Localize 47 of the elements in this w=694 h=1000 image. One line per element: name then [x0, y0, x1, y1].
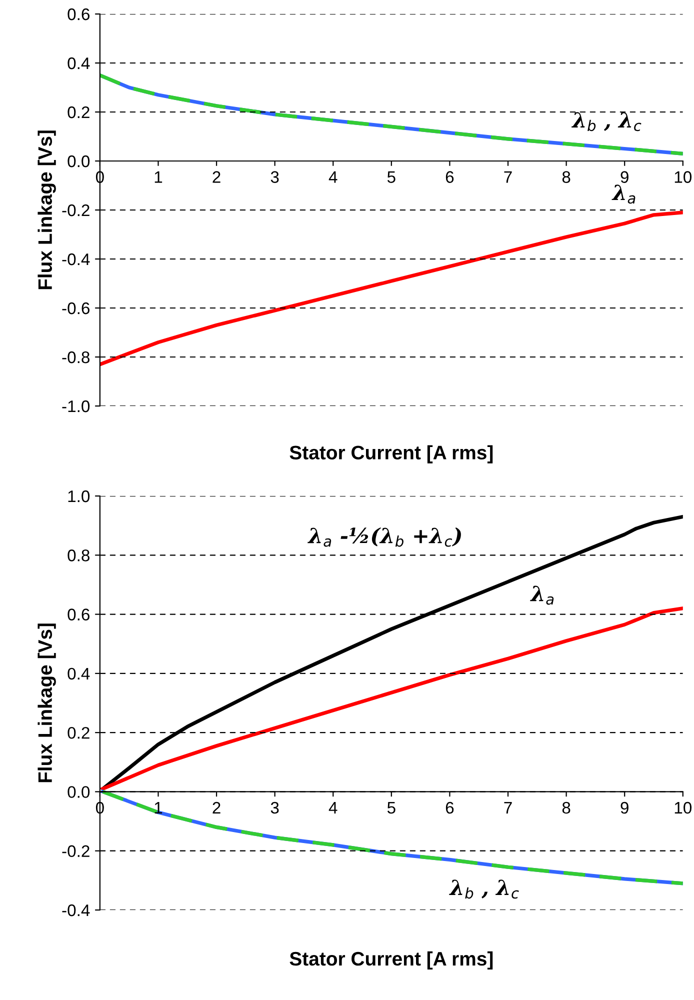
y-tick-label: 0.4: [68, 57, 90, 70]
x-tick-label: 8: [562, 802, 570, 814]
y-axis-title: Flux Linkage [Vs]: [38, 624, 56, 782]
x-tick-label: 9: [620, 171, 628, 183]
y-axis-title: Flux Linkage [Vs]: [38, 130, 56, 290]
annotation: λ$_{b}$ , λ$_{c}$: [449, 880, 519, 899]
annotation: λ$_{a}$: [612, 184, 636, 204]
y-tick-label: 0.2: [68, 726, 90, 739]
annotation: λ$_{a}$ -½(λ$_{b}$ +λ$_{c}$): [308, 527, 461, 547]
y-tick-label: -0.4: [62, 904, 90, 916]
x-tick-label: 3: [270, 802, 279, 814]
annotation: λ$_{a}$: [530, 586, 554, 605]
x-tick-label: 6: [446, 802, 454, 814]
y-tick-label: -0.4: [62, 253, 90, 266]
x-axis-title: Stator Current [A rms]: [290, 445, 493, 464]
y-tick-label: 0.6: [68, 608, 90, 620]
annotation: λ$_{b}$ , λ$_{c}$: [571, 112, 642, 132]
y-tick-label: 0.2: [68, 106, 90, 118]
x-tick-label: 4: [328, 802, 338, 814]
x-tick-label: 5: [387, 171, 396, 183]
y-tick-label: 0.0: [68, 786, 90, 798]
y-tick-label: -0.8: [62, 351, 90, 364]
y-tick-label: -0.2: [62, 204, 90, 216]
x-tick-label: 2: [212, 802, 220, 814]
y-tick-label: 1.0: [68, 490, 90, 502]
y-tick-label: 0.8: [68, 550, 90, 562]
x-tick-label: 8: [562, 171, 570, 183]
x-tick-label: 5: [387, 802, 396, 814]
x-tick-label: 2: [212, 171, 220, 183]
y-tick-label: -0.2: [62, 845, 90, 858]
y-tick-label: 0.0: [68, 155, 90, 168]
x-tick-label: 7: [504, 802, 512, 814]
x-tick-label: 7: [504, 171, 512, 183]
x-tick-label: 6: [446, 171, 454, 183]
x-tick-label: 9: [620, 802, 628, 814]
y-tick-label: -1.0: [62, 400, 90, 412]
x-tick-label: 3: [270, 171, 279, 183]
line-series: [100, 73, 683, 156]
y-tick-label: 0.6: [68, 8, 90, 20]
y-tick-label: 0.4: [68, 668, 90, 680]
x-tick-label: 10: [674, 171, 692, 183]
x-tick-label: 10: [674, 802, 692, 814]
x-axis-title: Stator Current [A rms]: [290, 951, 493, 970]
x-tick-label: 1: [154, 171, 162, 183]
line-series: [100, 210, 683, 366]
y-tick-label: -0.6: [62, 302, 90, 314]
x-tick-label: 4: [328, 171, 338, 183]
